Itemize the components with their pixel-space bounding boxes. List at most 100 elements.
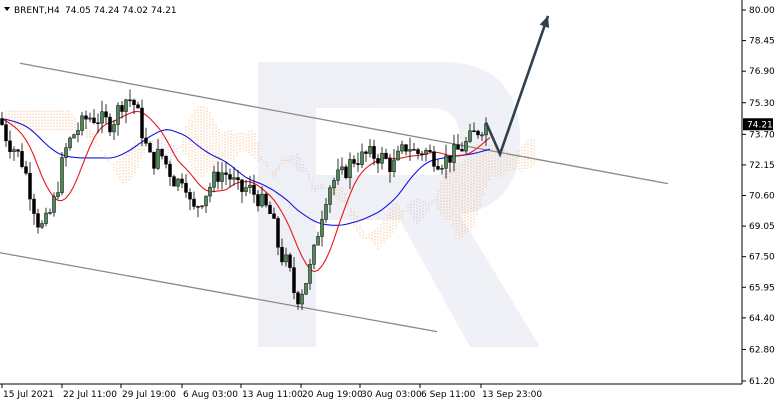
x-tick-label: 22 Jul 11:00 xyxy=(63,390,117,400)
candle xyxy=(280,238,284,266)
symbol-label: BRENT,H4 xyxy=(14,6,60,16)
candle xyxy=(320,210,324,247)
candle xyxy=(60,152,64,196)
candle xyxy=(272,207,276,219)
candle xyxy=(228,168,232,188)
candle xyxy=(184,174,188,198)
candle xyxy=(216,161,220,190)
candle xyxy=(236,170,240,190)
candle xyxy=(240,178,244,204)
candle xyxy=(140,99,144,147)
candle xyxy=(316,231,320,246)
price-label-badge: 74.21 xyxy=(743,118,773,131)
candle xyxy=(124,98,128,124)
y-tick-label: 80.00 xyxy=(749,6,775,16)
candle xyxy=(384,148,388,160)
candle xyxy=(348,152,352,190)
candle xyxy=(232,166,236,186)
candle xyxy=(324,198,328,223)
y-tick-label: 65.95 xyxy=(749,283,775,293)
candle xyxy=(100,100,104,134)
candle xyxy=(472,122,476,133)
candle xyxy=(300,289,304,311)
candle xyxy=(460,142,464,152)
candle xyxy=(352,155,356,168)
candle xyxy=(192,191,196,210)
candle xyxy=(8,130,12,159)
chart-header: BRENT,H4 74.05 74.24 74.02 74.21 xyxy=(4,6,177,16)
candle xyxy=(36,208,40,234)
candle xyxy=(56,181,60,200)
candle xyxy=(148,141,152,153)
candle xyxy=(96,113,100,134)
candle xyxy=(48,208,52,215)
x-tick-label: 13 Sep 23:00 xyxy=(482,390,542,400)
forecast-arrow-path xyxy=(484,15,550,158)
candle xyxy=(80,112,84,136)
candle xyxy=(4,119,8,147)
candle xyxy=(196,205,200,218)
y-tick-label: 62.80 xyxy=(749,345,775,355)
candle xyxy=(108,113,112,137)
candle xyxy=(464,136,468,155)
channel-lower-line xyxy=(0,252,438,333)
candle xyxy=(144,127,148,147)
x-tick-label: 13 Aug 11:00 xyxy=(242,390,303,400)
candle xyxy=(152,151,156,175)
candle xyxy=(20,143,24,169)
candle xyxy=(136,101,140,109)
candle xyxy=(224,161,228,186)
candle xyxy=(0,111,4,126)
candle xyxy=(92,109,96,125)
candle xyxy=(356,152,360,172)
candle xyxy=(156,139,160,171)
candle xyxy=(480,131,484,141)
candle xyxy=(72,133,76,139)
candle xyxy=(24,160,28,176)
candle xyxy=(344,164,348,180)
candle xyxy=(16,148,20,158)
candle xyxy=(416,147,420,160)
candle xyxy=(292,256,296,300)
candle xyxy=(284,247,288,267)
y-tick-label: 61.20 xyxy=(749,377,775,387)
candle xyxy=(288,252,292,272)
time-axis: 15 Jul 2021 22 Jul 11:00 29 Jul 19:00 6 Aug… xyxy=(0,383,742,400)
candle xyxy=(260,186,264,208)
y-tick-label: 64.40 xyxy=(749,314,775,324)
kijun-line xyxy=(1,118,491,226)
candle xyxy=(52,192,56,217)
kijun-sen-line xyxy=(1,118,491,226)
candle xyxy=(132,98,136,115)
candle xyxy=(436,159,440,171)
ohlc-values: 74.05 74.24 74.02 74.21 xyxy=(65,6,177,16)
candle xyxy=(328,185,332,214)
candle xyxy=(476,129,480,139)
candle xyxy=(276,216,280,256)
candle xyxy=(200,205,204,210)
y-tick-label: 75.30 xyxy=(749,99,775,109)
candle xyxy=(28,162,32,211)
candle xyxy=(432,145,436,172)
candle xyxy=(452,134,456,172)
y-tick-label: 69.05 xyxy=(749,222,775,232)
trend-channel xyxy=(0,62,669,333)
candle xyxy=(176,177,180,191)
candle xyxy=(304,283,308,295)
candle xyxy=(404,144,408,156)
candle xyxy=(248,175,252,194)
current-price-label: 74.21 xyxy=(747,120,773,130)
y-tick-label: 76.90 xyxy=(749,67,775,77)
candle xyxy=(332,177,336,196)
candle xyxy=(120,101,124,119)
candle xyxy=(388,154,392,183)
candle xyxy=(468,123,472,144)
candle xyxy=(168,160,172,186)
y-tick-label: 72.15 xyxy=(749,161,775,171)
candle xyxy=(128,89,132,108)
candle xyxy=(340,157,344,175)
ichimoku-cloud xyxy=(5,106,535,250)
candle xyxy=(400,140,404,154)
candle xyxy=(244,179,248,197)
